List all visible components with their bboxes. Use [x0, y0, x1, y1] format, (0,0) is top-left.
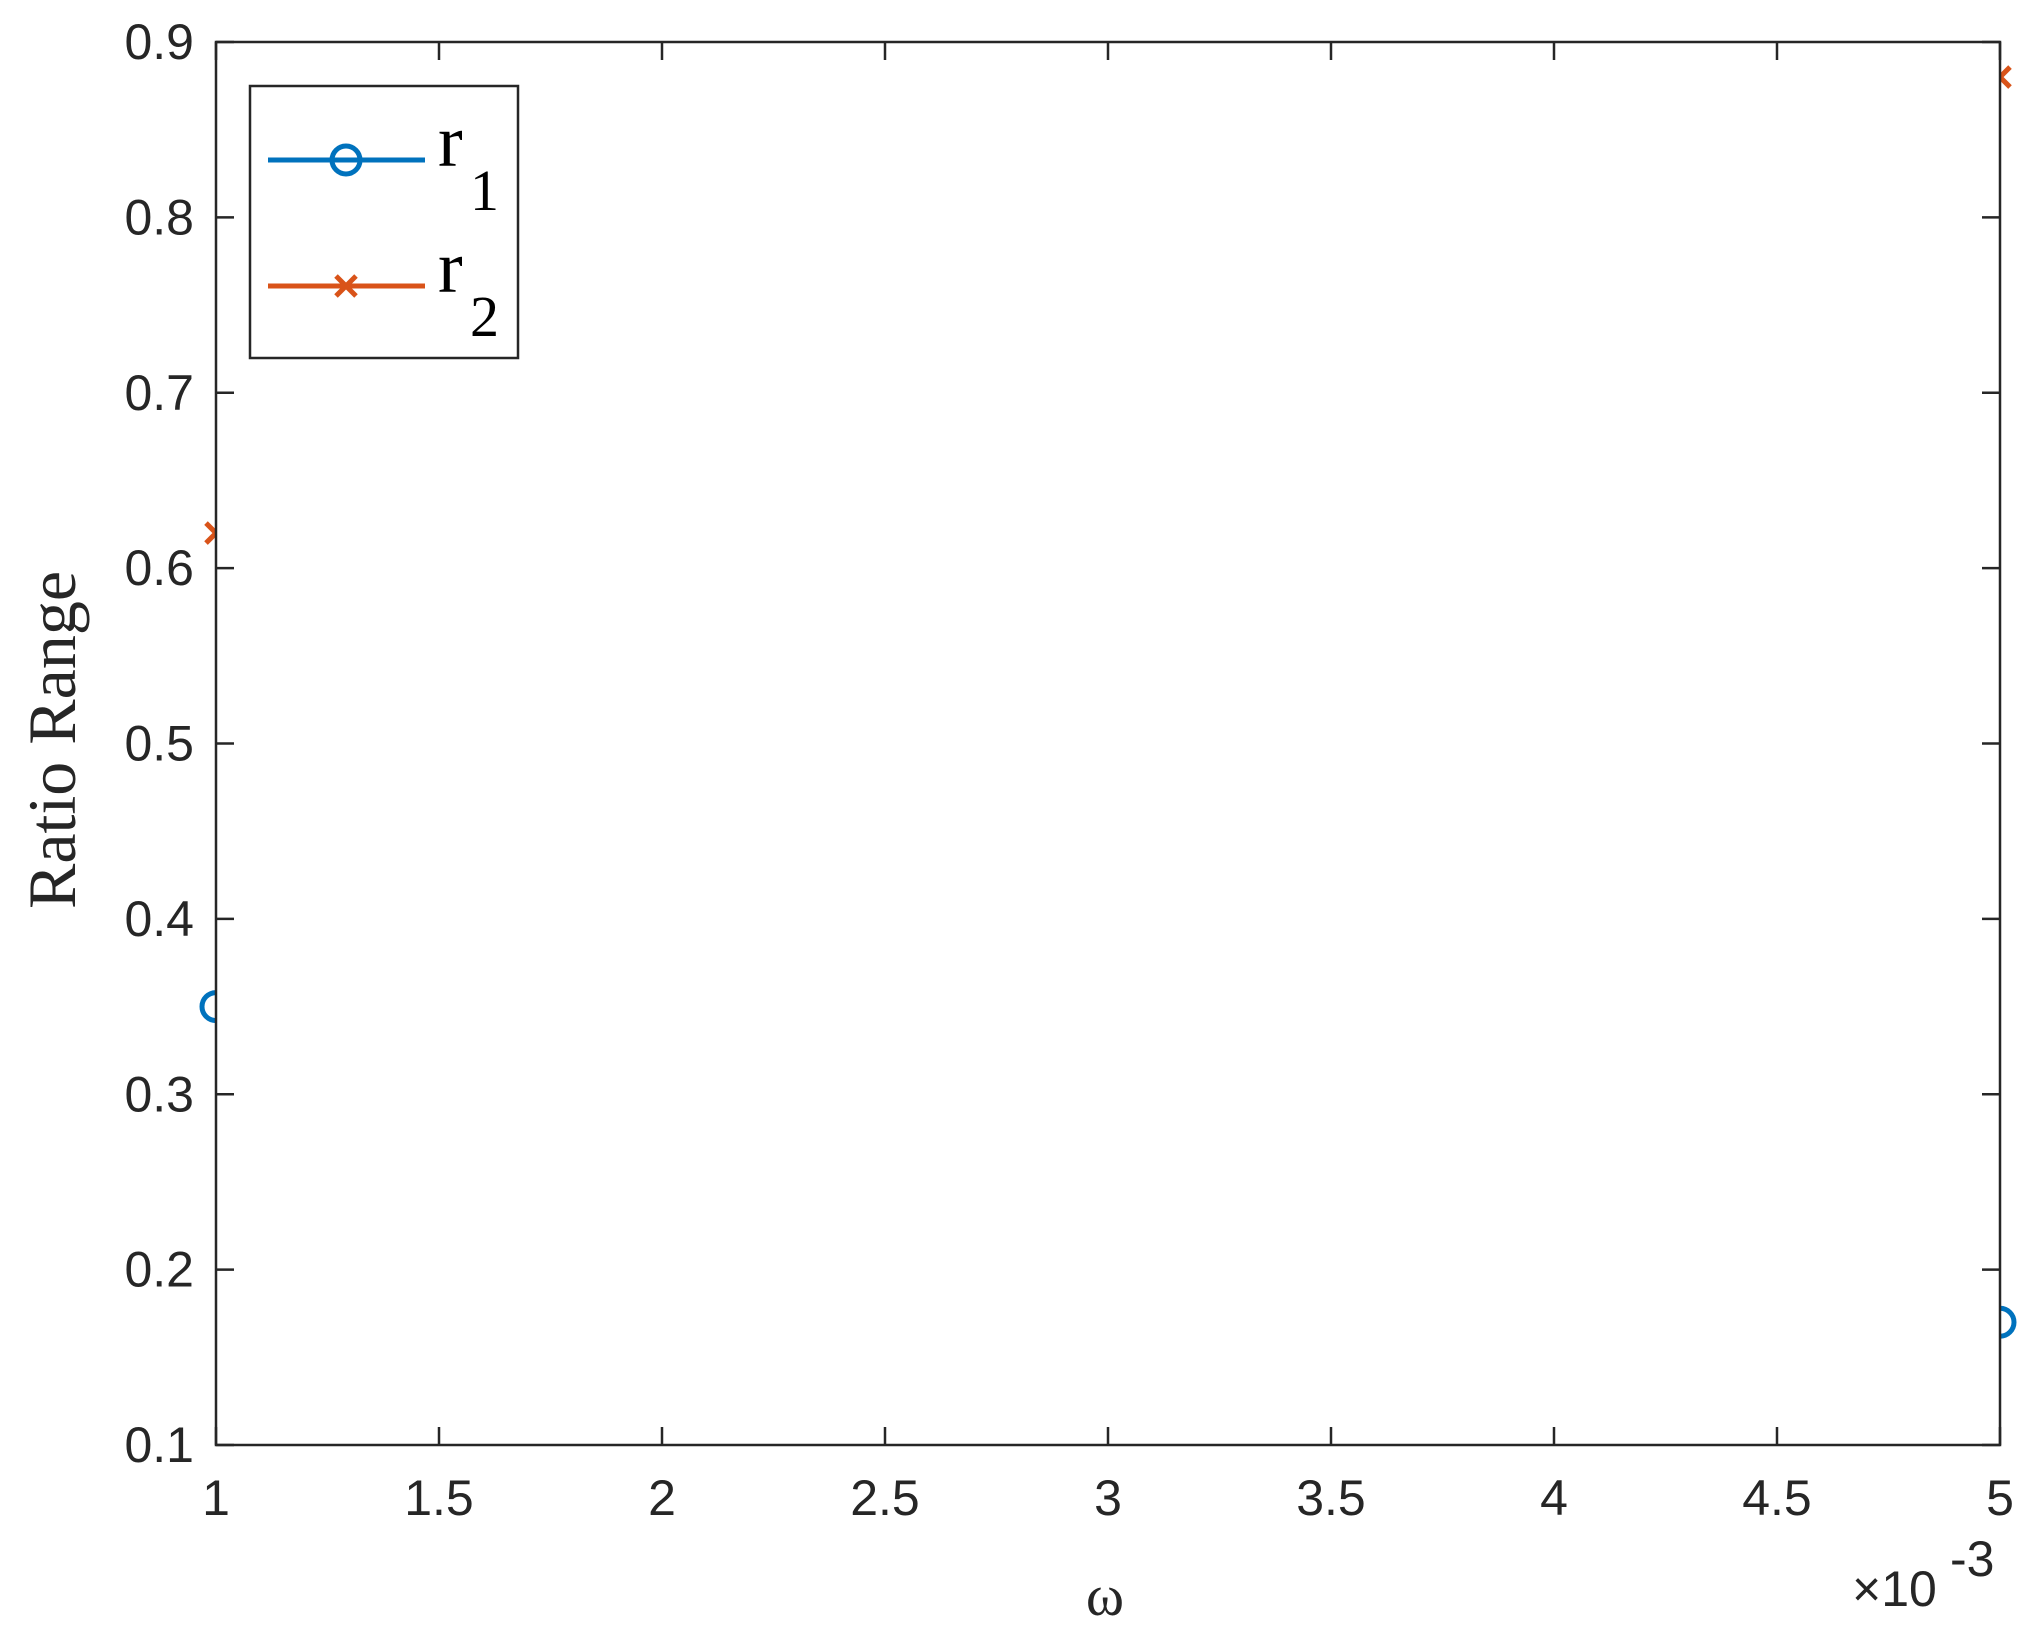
y-tick-label: 0.8	[124, 189, 194, 245]
x-tick-label: 3.5	[1296, 1470, 1366, 1526]
x-tick-label: 4	[1540, 1470, 1568, 1526]
legend-label-subscript: 1	[470, 158, 499, 223]
legend-marker-r2-stroke-b	[334, 274, 358, 298]
legend-label: r	[438, 227, 463, 309]
x-tick-label: 2	[648, 1470, 676, 1526]
y-tick-label: 0.4	[124, 891, 194, 947]
y-tick-label: 0.9	[124, 14, 194, 70]
y-tick-label: 0.7	[124, 365, 194, 421]
x-axis-multiplier: ×10 -3	[1852, 1531, 1994, 1617]
x-multiplier-exponent: -3	[1950, 1531, 1994, 1587]
x-tick-label: 4.5	[1742, 1470, 1812, 1526]
y-tick-label: 0.6	[124, 540, 194, 596]
x-tick-label: 1.5	[404, 1470, 474, 1526]
y-tick-label: 0.3	[124, 1066, 194, 1122]
legend-marker-r1	[329, 143, 363, 177]
x-tick-label: 2.5	[850, 1470, 920, 1526]
y-tick-label: 0.5	[124, 716, 194, 772]
legend-box	[248, 84, 520, 360]
y-axis-label: Ratio Range	[14, 571, 90, 909]
legend-label-subscript: 2	[470, 284, 499, 349]
x-tick-label: 3	[1094, 1470, 1122, 1526]
y-tick-label: 0.2	[124, 1242, 194, 1298]
legend-label: r	[438, 101, 463, 183]
x-tick-label: 5	[1986, 1470, 2014, 1526]
x-tick-label: 1	[202, 1470, 230, 1526]
legend-marker-r2	[334, 274, 358, 298]
x-multiplier-base: ×10	[1852, 1561, 1937, 1617]
x-axis-label: ω	[1086, 1563, 1124, 1628]
y-tick-label: 0.1	[124, 1417, 194, 1473]
